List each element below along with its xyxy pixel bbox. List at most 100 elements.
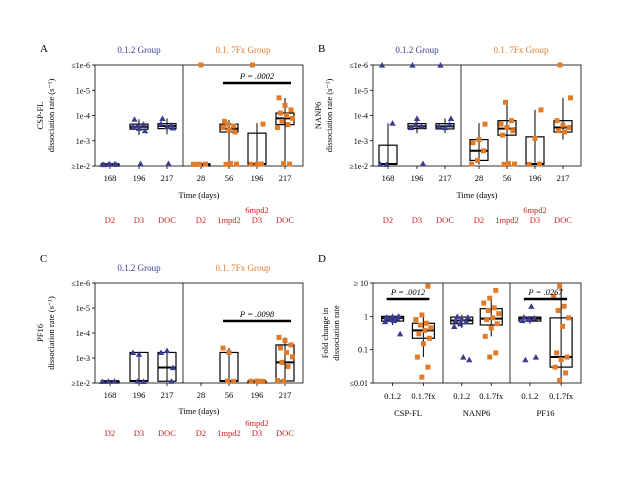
x-tick-label: 0.1.2 (384, 391, 401, 401)
data-point-square (414, 354, 420, 360)
data-point-triangle (135, 125, 143, 131)
x-tick-label: 56 (225, 390, 234, 400)
data-point-square (416, 331, 422, 337)
dose-label: D3 (252, 215, 262, 225)
data-point-square (226, 127, 232, 133)
data-point-square (290, 354, 295, 360)
data-point-triangle (458, 315, 465, 322)
data-point-square (555, 307, 561, 313)
box-iqr (378, 144, 398, 165)
data-point-triangle (454, 313, 461, 319)
data-point-square (282, 102, 288, 108)
data-point-triangle (100, 161, 108, 168)
plot-frame (94, 282, 304, 384)
data-point-square (509, 118, 514, 124)
data-point-square (275, 378, 280, 384)
data-point-square (554, 118, 560, 124)
data-point-square (484, 317, 490, 323)
data-point-triangle (135, 351, 143, 357)
data-point-triangle (418, 122, 425, 129)
panel-letter: A (40, 43, 48, 55)
dose-label: D3 (252, 428, 262, 438)
data-point-square (422, 327, 428, 333)
y-tick-label: ≥1e-2 (71, 379, 90, 388)
panel-letter: B (318, 43, 325, 55)
data-point-triangle (157, 349, 165, 356)
data-point-square (278, 110, 283, 116)
data-point-triangle (99, 378, 106, 384)
data-point-square (279, 359, 285, 365)
data-point-triangle (137, 160, 144, 167)
data-point-square (503, 99, 508, 105)
data-point-triangle (409, 62, 416, 68)
data-point-square (259, 161, 264, 167)
data-point-square (419, 374, 425, 380)
dose-label: D3 (530, 215, 540, 225)
data-point-triangle (412, 121, 419, 128)
data-point-square (281, 161, 286, 167)
dose-label: 1mpd2 (217, 428, 241, 438)
data-point-square (278, 345, 283, 351)
data-point-square (557, 283, 563, 289)
data-point-triangle (419, 160, 427, 167)
y-tick-label: ≤1e-6 (349, 61, 368, 70)
data-point-square (496, 311, 502, 317)
y-tick-label: ≥1e-2 (349, 162, 368, 171)
x-axis-label: Time (days) (178, 190, 219, 200)
data-point-square (254, 161, 260, 167)
data-point-square (566, 125, 572, 131)
data-point-square (475, 157, 480, 163)
data-point-triangle (134, 378, 141, 384)
y-tick-label: 1e-5 (76, 304, 90, 313)
data-point-square (281, 378, 286, 384)
x-tick-label: 196 (411, 173, 424, 183)
data-point-square (562, 129, 567, 135)
data-point-square (423, 320, 429, 326)
data-point-triangle (447, 115, 455, 121)
data-point-square (557, 377, 563, 383)
x-tick-label: 217 (279, 390, 292, 400)
data-point-triangle (163, 347, 171, 354)
data-point-triangle (141, 127, 149, 134)
data-point-square (279, 118, 285, 124)
data-point-square (248, 161, 254, 167)
dose-label: D3 (134, 428, 144, 438)
x-tick-label: 56 (225, 173, 234, 183)
data-point-triangle (105, 378, 112, 384)
data-point-square (220, 125, 226, 131)
data-point-square (250, 62, 255, 68)
data-point-triangle (390, 317, 398, 324)
data-point-square (537, 161, 542, 167)
y-tick-label: 1 (364, 312, 368, 321)
x-axis-label: Time (days) (456, 190, 497, 200)
y-axis-label: dissociation rate (331, 305, 341, 361)
data-point-square (428, 325, 434, 331)
data-point-square (225, 121, 230, 127)
data-point-square (501, 161, 507, 167)
group-title-012: 0.1.2 Group (117, 263, 161, 273)
dose-label: D3 (412, 215, 422, 225)
data-point-triangle (106, 160, 114, 167)
group-title-017: 0.1. 7Fx Group (215, 45, 271, 55)
panel-letter: C (40, 253, 47, 265)
dose-label: DOC (158, 428, 176, 438)
data-point-triangle (111, 378, 118, 384)
x-tick-label: 56 (503, 173, 512, 183)
data-point-triangle (384, 314, 392, 321)
x-tick-label: 217 (439, 173, 452, 183)
dose-label: DOC (276, 215, 294, 225)
y-axis-label: Fold change in (320, 307, 330, 358)
x-tick-label: 217 (557, 173, 570, 183)
data-point-triangle (389, 120, 396, 126)
data-point-triangle (528, 303, 535, 309)
data-point-square (490, 315, 496, 321)
data-point-triangle (413, 115, 421, 121)
dose-label: DOC (158, 215, 176, 225)
y-axis-label: dissociation rate (s⁻¹) (46, 296, 56, 370)
x-tick-label: 196 (133, 390, 146, 400)
data-point-square (425, 364, 431, 370)
data-point-triangle (157, 120, 165, 127)
x-tick-label: 0.1.7fx (479, 391, 504, 401)
facet-label: CSP-FL (394, 408, 422, 418)
data-point-square (532, 135, 538, 141)
